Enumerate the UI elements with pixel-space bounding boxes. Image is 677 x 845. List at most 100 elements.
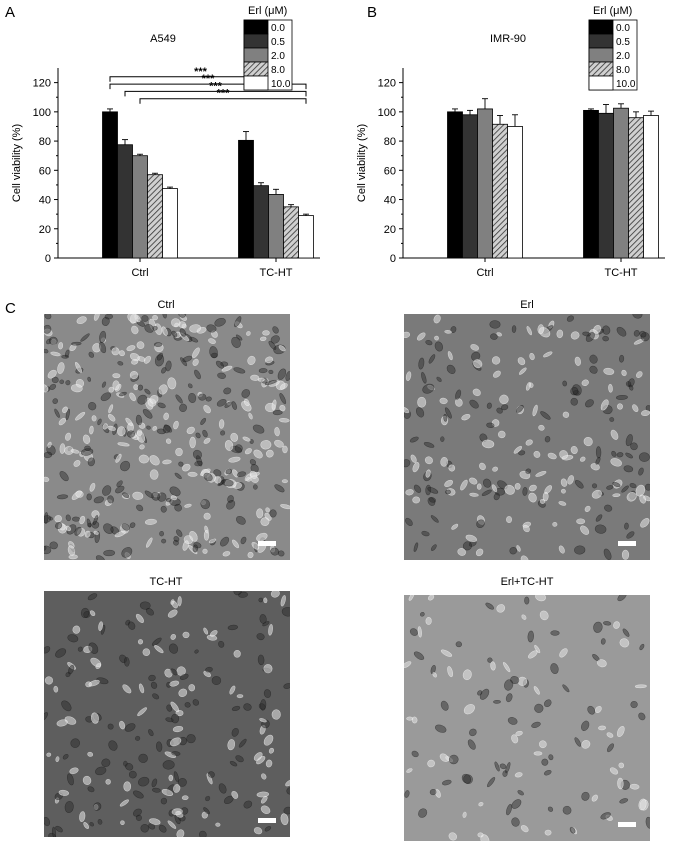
cell bbox=[173, 784, 181, 793]
cell bbox=[44, 384, 49, 393]
cell bbox=[91, 415, 97, 422]
cell bbox=[44, 545, 47, 551]
cell bbox=[76, 316, 87, 324]
bar bbox=[507, 126, 523, 259]
cell bbox=[517, 790, 524, 796]
cell bbox=[126, 345, 136, 352]
cell bbox=[70, 384, 83, 393]
cell bbox=[189, 324, 202, 333]
cell bbox=[67, 634, 79, 643]
cell bbox=[535, 471, 547, 477]
cell bbox=[434, 341, 444, 352]
cell bbox=[519, 470, 531, 480]
cell bbox=[141, 315, 149, 322]
cell bbox=[137, 384, 144, 391]
cell bbox=[227, 624, 239, 631]
micrograph-title-erl: Erl bbox=[520, 299, 534, 311]
cell bbox=[142, 408, 153, 419]
micrograph-title-ctrl: Ctrl bbox=[157, 299, 175, 311]
cell bbox=[253, 827, 263, 835]
cell bbox=[170, 701, 180, 713]
cell bbox=[215, 822, 221, 827]
bar bbox=[268, 194, 284, 259]
cell bbox=[90, 712, 99, 724]
cell bbox=[567, 475, 574, 485]
cell bbox=[640, 518, 650, 528]
cell bbox=[44, 348, 49, 354]
cell bbox=[629, 483, 637, 489]
cell bbox=[256, 532, 268, 542]
cell bbox=[608, 383, 613, 393]
cell bbox=[208, 538, 217, 544]
cell bbox=[404, 406, 410, 414]
cell bbox=[152, 426, 158, 431]
cell bbox=[506, 803, 513, 816]
cell bbox=[253, 484, 258, 490]
cell bbox=[107, 413, 116, 422]
cell bbox=[532, 404, 538, 417]
cell bbox=[413, 651, 425, 661]
legend-label: 2.0 bbox=[616, 51, 630, 62]
cell bbox=[274, 427, 280, 437]
cell bbox=[467, 739, 476, 750]
cell bbox=[122, 493, 131, 499]
cell bbox=[511, 799, 522, 809]
cell bbox=[425, 339, 433, 346]
bar bbox=[102, 111, 118, 259]
cell bbox=[244, 448, 252, 455]
cell bbox=[440, 457, 448, 467]
cell bbox=[92, 343, 102, 353]
cell bbox=[97, 418, 102, 426]
cell bbox=[176, 829, 185, 837]
cell bbox=[491, 484, 498, 493]
cell bbox=[207, 771, 215, 778]
cell bbox=[535, 595, 546, 602]
cell bbox=[559, 648, 568, 658]
cell bbox=[149, 469, 159, 480]
cell bbox=[121, 547, 133, 558]
cell bbox=[404, 790, 410, 798]
cell bbox=[211, 676, 222, 685]
cell bbox=[231, 401, 237, 410]
cell bbox=[156, 741, 163, 752]
cell bbox=[140, 824, 149, 833]
cell bbox=[445, 489, 451, 495]
legend-label: 2.0 bbox=[271, 51, 285, 62]
cell bbox=[203, 530, 210, 541]
cell bbox=[249, 459, 256, 466]
cell bbox=[560, 478, 568, 487]
cell bbox=[265, 449, 274, 458]
cell bbox=[122, 492, 130, 499]
cell bbox=[55, 825, 63, 833]
cell bbox=[541, 758, 549, 766]
cell bbox=[617, 403, 623, 410]
cell bbox=[461, 413, 471, 421]
cell bbox=[88, 642, 99, 654]
cell bbox=[515, 730, 523, 736]
cell bbox=[169, 737, 182, 747]
cell bbox=[202, 429, 208, 438]
cell bbox=[427, 759, 435, 768]
cell bbox=[626, 531, 635, 539]
cell bbox=[558, 501, 567, 506]
cell bbox=[216, 398, 227, 407]
cell bbox=[504, 679, 514, 691]
cell bbox=[149, 455, 160, 466]
cell bbox=[52, 398, 58, 404]
cell bbox=[493, 699, 501, 704]
cell bbox=[44, 476, 50, 482]
cell bbox=[411, 750, 419, 758]
cell bbox=[584, 399, 594, 408]
cell bbox=[570, 331, 580, 340]
cell bbox=[410, 454, 417, 463]
micrograph-erl bbox=[404, 314, 650, 560]
cell bbox=[218, 783, 227, 794]
cell bbox=[184, 503, 192, 508]
micrograph-background bbox=[404, 314, 650, 560]
cell bbox=[49, 541, 58, 550]
cell bbox=[616, 726, 625, 737]
cell bbox=[69, 343, 77, 352]
cell bbox=[230, 432, 239, 442]
y-tick-label: 40 bbox=[39, 195, 51, 207]
cell bbox=[220, 536, 230, 547]
